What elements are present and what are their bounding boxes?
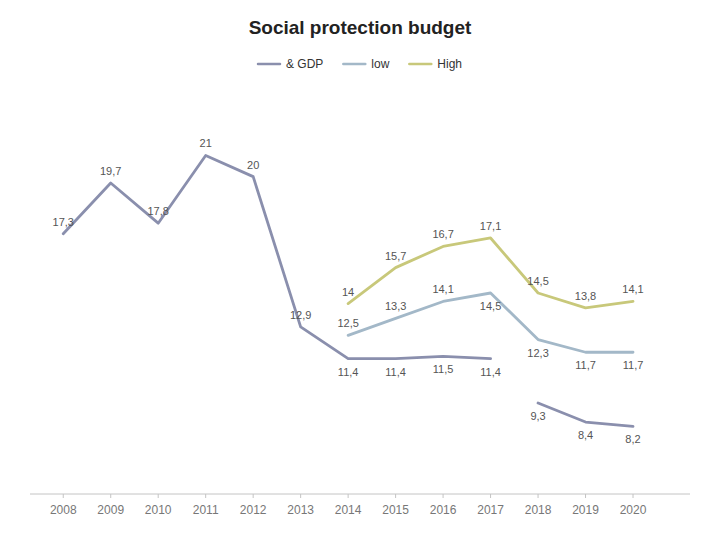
legend-label: low bbox=[371, 57, 389, 71]
data-label: 8,2 bbox=[625, 433, 640, 445]
x-tick-label: 2008 bbox=[50, 503, 77, 517]
x-tick bbox=[585, 494, 586, 498]
legend-item: low bbox=[343, 57, 389, 71]
data-label: 16,7 bbox=[432, 228, 453, 240]
data-label: 12,5 bbox=[337, 317, 358, 329]
data-label: 14,5 bbox=[527, 275, 548, 287]
data-label: 8,4 bbox=[578, 429, 593, 441]
data-label: 9,3 bbox=[530, 410, 545, 422]
x-tick bbox=[63, 494, 64, 498]
x-tick-label: 2009 bbox=[97, 503, 124, 517]
x-tick bbox=[110, 494, 111, 498]
data-label: 19,7 bbox=[100, 165, 121, 177]
x-tick bbox=[538, 494, 539, 498]
x-tick-label: 2017 bbox=[477, 503, 504, 517]
data-label: 11,5 bbox=[433, 363, 454, 375]
data-label: 13,3 bbox=[385, 300, 406, 312]
title: Social protection budget bbox=[249, 17, 472, 38]
x-tick-label: 2013 bbox=[287, 503, 314, 517]
data-label: 21 bbox=[200, 137, 212, 149]
data-label: 11,4 bbox=[385, 366, 406, 378]
data-label: 14 bbox=[342, 286, 354, 298]
data-label: 11,7 bbox=[575, 359, 596, 371]
x-tick-label: 2016 bbox=[430, 503, 457, 517]
data-label: 12,3 bbox=[527, 347, 548, 359]
legend-label: High bbox=[437, 57, 462, 71]
data-label: 17,8 bbox=[147, 205, 168, 217]
plot-area bbox=[63, 155, 633, 426]
series-line bbox=[63, 155, 633, 426]
x-tick bbox=[395, 494, 396, 498]
data-label: 14,1 bbox=[432, 283, 453, 295]
x-tick bbox=[348, 494, 349, 498]
data-label: 14,1 bbox=[622, 283, 643, 295]
x-tick-label: 2019 bbox=[572, 503, 599, 517]
x-tick bbox=[490, 494, 491, 498]
data-label: 13,8 bbox=[575, 290, 596, 302]
x-tick bbox=[158, 494, 159, 498]
data-label: 14,5 bbox=[480, 300, 501, 312]
x-tick-label: 2014 bbox=[335, 503, 362, 517]
x-tick-label: 2015 bbox=[382, 503, 409, 517]
legend: & GDP low High bbox=[258, 57, 462, 71]
legend-swatch bbox=[343, 63, 365, 66]
legend-item: High bbox=[409, 57, 462, 71]
x-tick bbox=[300, 494, 301, 498]
data-label: 20 bbox=[247, 159, 259, 171]
data-label: 17,1 bbox=[480, 220, 501, 232]
x-tick-label: 2020 bbox=[620, 503, 647, 517]
chart: Social protection budget2008200920102011… bbox=[0, 0, 720, 540]
data-label: 12,9 bbox=[290, 309, 311, 321]
x-tick bbox=[443, 494, 444, 498]
data-label: 15,7 bbox=[385, 250, 406, 262]
legend-swatch bbox=[409, 63, 431, 66]
legend-label: & GDP bbox=[286, 57, 323, 71]
data-label: 11,4 bbox=[338, 366, 359, 378]
x-axis bbox=[30, 494, 690, 495]
x-tick bbox=[253, 494, 254, 498]
x-tick-label: 2010 bbox=[145, 503, 172, 517]
x-tick-label: 2011 bbox=[193, 503, 219, 517]
x-tick bbox=[633, 494, 634, 498]
data-label: 11,7 bbox=[623, 359, 644, 371]
data-label: 17,3 bbox=[53, 216, 74, 228]
legend-item: & GDP bbox=[258, 57, 323, 71]
x-tick bbox=[205, 494, 206, 498]
series-line bbox=[348, 238, 633, 308]
data-label: 11,4 bbox=[480, 366, 501, 378]
x-tick-label: 2012 bbox=[240, 503, 267, 517]
legend-swatch bbox=[258, 63, 280, 66]
series-line bbox=[348, 293, 633, 352]
x-tick-label: 2018 bbox=[525, 503, 552, 517]
